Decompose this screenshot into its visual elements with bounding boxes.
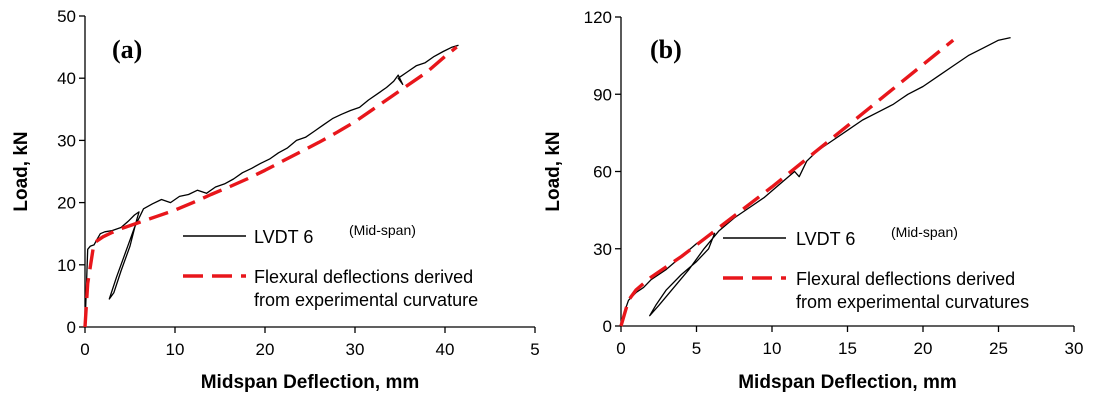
- legend: LVDT 6 (Mid-span) Flexural deflections der…: [183, 222, 478, 310]
- y-tick-label: 40: [57, 69, 76, 88]
- legend-label-flexural: from experimental curvatures: [796, 292, 1029, 312]
- legend-label-flexural: Flexural deflections derived: [254, 267, 473, 287]
- x-tick-label: 10: [763, 339, 782, 358]
- x-tick-label: 30: [1065, 339, 1084, 358]
- legend-label-suffix: (Mid-span): [891, 224, 958, 240]
- legend-label-suffix: (Mid-span): [349, 222, 416, 238]
- x-tick-label: 15: [838, 339, 857, 358]
- panel-label: (b): [650, 35, 682, 64]
- y-tick-label: 120: [584, 8, 612, 27]
- y-tick-label: 30: [593, 240, 612, 259]
- panel-label: (a): [112, 35, 142, 64]
- y-tick-label: 10: [57, 256, 76, 275]
- y-tick-label: 60: [593, 163, 612, 182]
- y-tick-label: 0: [603, 317, 612, 336]
- y-tick-label: 30: [57, 131, 76, 150]
- y-tick-label: 0: [67, 318, 76, 337]
- x-tick-label: 40: [436, 340, 455, 359]
- x-tick-label: 25: [989, 339, 1008, 358]
- legend-label-flexural: from experimental curvature: [254, 290, 478, 310]
- legend-label-lvdt6: LVDT 6: [254, 227, 313, 247]
- y-tick-label: 50: [57, 7, 76, 26]
- x-tick-label: 10: [166, 340, 185, 359]
- chart-panel-a: 0 10 20 30 40 50 0 10 20 30 40 5 Midspan Deflection,…: [11, 7, 540, 393]
- y-tick-label: 90: [593, 85, 612, 104]
- legend: LVDT 6 (Mid-span) Flexural deflections der…: [723, 224, 1029, 312]
- x-tick-label: 0: [616, 339, 625, 358]
- x-tick-label: 5: [530, 340, 539, 359]
- x-tick-label: 0: [80, 340, 89, 359]
- y-axis-title: Load, kN: [543, 131, 564, 211]
- chart-panel-b: 0 30 60 90 120 0 5 10 15 20 25 30 Midspan Deflection…: [543, 8, 1083, 393]
- legend-label-lvdt6: LVDT 6: [796, 229, 855, 249]
- x-tick-label: 5: [692, 339, 701, 358]
- x-tick-label: 30: [346, 340, 365, 359]
- x-axis-title: Midspan Deflection, mm: [738, 372, 957, 393]
- x-tick-label: 20: [914, 339, 933, 358]
- x-tick-label: 20: [256, 340, 275, 359]
- y-axis-title: Load, kN: [11, 131, 32, 211]
- x-axis-title: Midspan Deflection, mm: [201, 372, 420, 393]
- legend-label-flexural: Flexural deflections derived: [796, 269, 1015, 289]
- y-tick-label: 20: [57, 194, 76, 213]
